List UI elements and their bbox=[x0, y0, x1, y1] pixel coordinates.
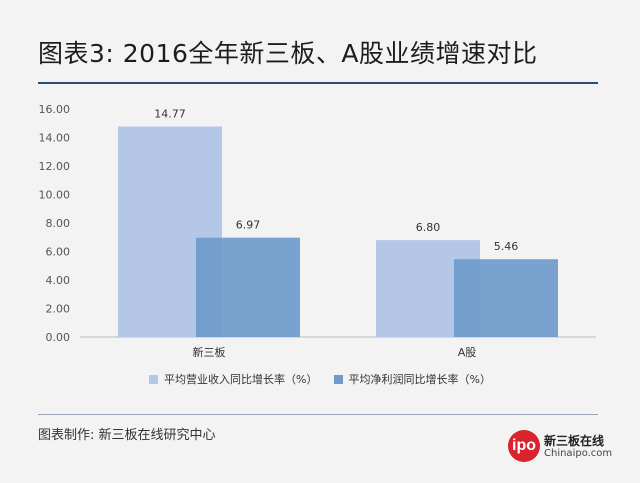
data-labels: 14.77 6.97 6.80 5.46 bbox=[154, 108, 518, 254]
data-label: 5.46 bbox=[494, 240, 519, 253]
y-tick-label: 0.00 bbox=[46, 331, 71, 344]
data-label: 6.97 bbox=[236, 219, 261, 232]
chinaipo-logo: ipo 新三板在线 Chinaipo.com bbox=[508, 428, 612, 468]
logo-badge: ipo bbox=[508, 430, 540, 462]
y-tick-label: 12.00 bbox=[39, 160, 71, 173]
footer-divider bbox=[38, 414, 598, 415]
category-labels: 新三板 A股 bbox=[193, 345, 477, 359]
bar-profit-1 bbox=[454, 259, 558, 337]
legend: 平均营业收入同比增长率（%） 平均净利润同比增长率（%） bbox=[0, 371, 640, 387]
legend-item-revenue: 平均营业收入同比增长率（%） bbox=[149, 371, 318, 387]
y-tick-label: 16.00 bbox=[39, 103, 71, 116]
title-divider bbox=[38, 82, 598, 84]
logo-name-cn: 新三板在线 bbox=[544, 434, 605, 448]
source-note: 图表制作: 新三板在线研究中心 bbox=[38, 428, 216, 443]
chart-title: 图表3: 2016全年新三板、A股业绩增速对比 bbox=[38, 39, 538, 68]
y-tick-label: 2.00 bbox=[46, 303, 71, 316]
legend-swatch-revenue bbox=[149, 374, 159, 384]
y-tick-label: 4.00 bbox=[46, 274, 71, 287]
data-label: 6.80 bbox=[416, 221, 441, 234]
bar-chart: 0.00 2.00 4.00 6.00 8.00 10.00 12.00 14.00 16.00… bbox=[39, 103, 596, 359]
legend-swatch-profit bbox=[333, 374, 343, 384]
y-axis: 0.00 2.00 4.00 6.00 8.00 10.00 12.00 14.00 16.00 bbox=[39, 103, 596, 344]
y-tick-label: 14.00 bbox=[39, 132, 71, 145]
category-label: 新三板 bbox=[193, 345, 226, 359]
legend-item-profit: 平均净利润同比增长率（%） bbox=[333, 371, 491, 387]
y-tick-label: 6.00 bbox=[46, 246, 71, 259]
bars bbox=[118, 126, 558, 337]
legend-label-profit: 平均净利润同比增长率（%） bbox=[348, 373, 491, 386]
category-label: A股 bbox=[458, 346, 477, 359]
y-tick-label: 10.00 bbox=[39, 189, 71, 202]
logo-name-en: Chinaipo.com bbox=[544, 448, 613, 459]
y-tick-label: 8.00 bbox=[46, 217, 71, 230]
data-label: 14.77 bbox=[154, 108, 186, 121]
bar-profit-0 bbox=[196, 237, 300, 337]
legend-label-revenue: 平均营业收入同比增长率（%） bbox=[164, 373, 318, 386]
